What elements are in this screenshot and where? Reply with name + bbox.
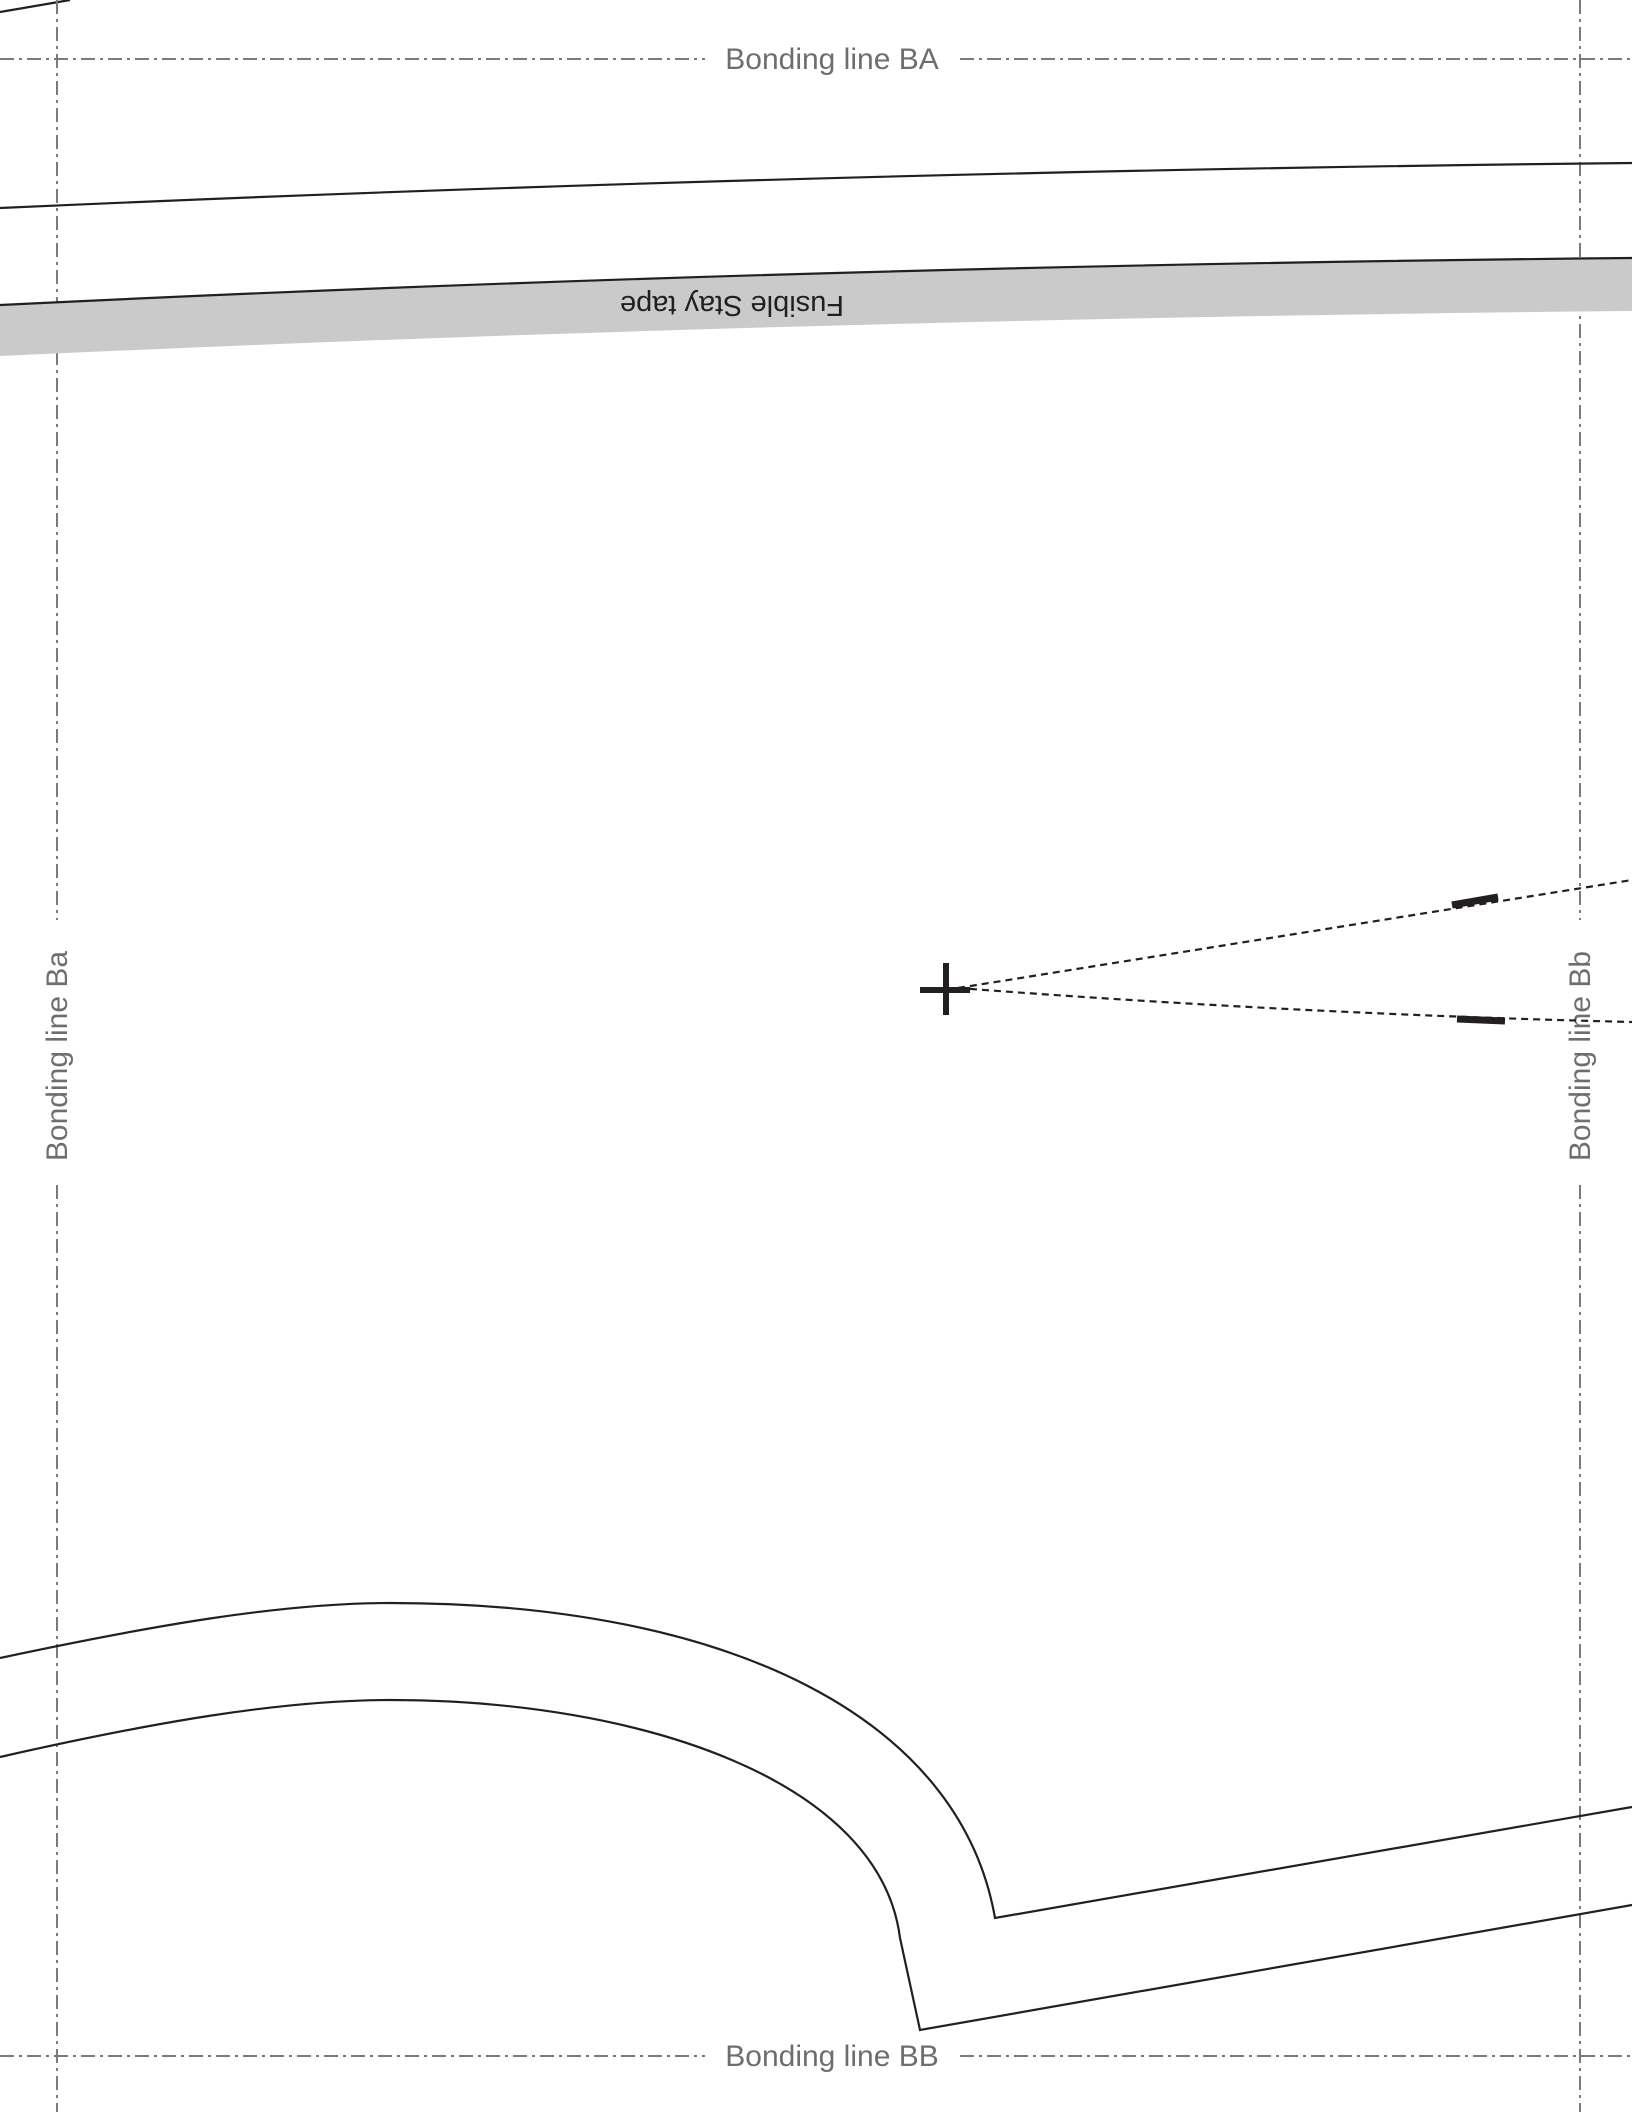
fusible-stay-tape-label: Fusible Stay tape: [620, 289, 844, 321]
fusible-stay-tape: [0, 258, 1632, 356]
dart-lower-leg: [957, 986, 1632, 1024]
upper-cut-line: [0, 161, 1632, 210]
dart-lower-notch: [1456, 1015, 1506, 1025]
lower-inner-curve: [0, 1698, 1632, 2032]
bonding-line-ba-label: Bonding line BA: [725, 43, 939, 76]
pattern-edge-top-left: [0, 0, 71, 14]
dart-upper-leg: [957, 878, 1632, 990]
fusible-stay-tape-edge: [0, 256, 1632, 307]
bonding-line-ba-vertical-label: Bonding line Ba: [41, 951, 74, 1161]
bonding-line-bb-vertical-label: Bonding line Bb: [1564, 951, 1597, 1161]
lower-outer-curve: [0, 1601, 1632, 1920]
dart-upper-notch: [1451, 893, 1499, 909]
bonding-line-bb-label: Bonding line BB: [725, 2040, 939, 2073]
